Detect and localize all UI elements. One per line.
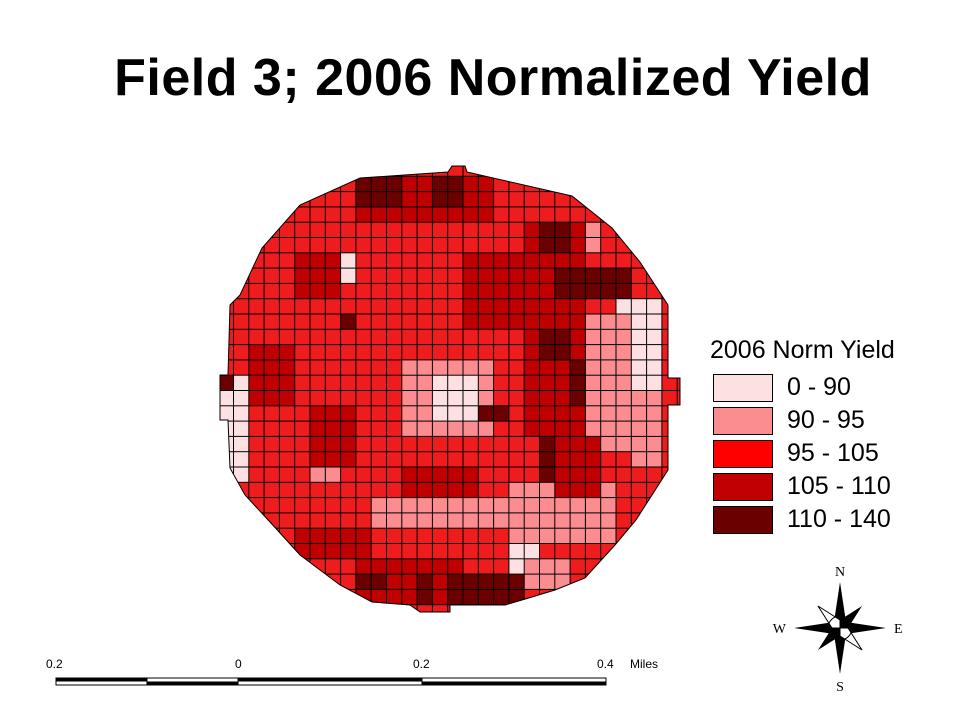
north-arrow-sw-point	[818, 628, 840, 650]
scale-bar	[55, 677, 607, 686]
field-grid	[220, 166, 680, 612]
legend-label: 90 - 95	[787, 406, 865, 434]
legend-swatch	[713, 407, 773, 435]
scale-bar-segment-1	[56, 678, 147, 682]
scale-label-right: 0.4	[597, 657, 614, 671]
east-label: E	[894, 622, 903, 637]
legend-label: 95 - 105	[787, 439, 879, 467]
legend-item: 105 - 110	[713, 473, 943, 501]
scale-label-left: 0.2	[46, 657, 63, 671]
scale-label-zero: 0	[235, 657, 242, 671]
field-base	[220, 166, 680, 612]
legend-label: 105 - 110	[787, 472, 891, 500]
north-arrow-ne-point	[840, 606, 862, 628]
legend-label: 0 - 90	[787, 373, 851, 401]
legend-item: 110 - 140	[713, 506, 943, 534]
scale-unit-label: Miles	[630, 657, 659, 671]
scale-bar-segment-4	[422, 681, 606, 685]
legend-title: 2006 Norm Yield	[710, 336, 895, 364]
legend: 2006 Norm Yield 0 - 90 90 - 95 95 - 105 …	[710, 336, 950, 534]
north-arrow-ring	[827, 615, 853, 641]
map-title: Field 3; 2006 Normalized Yield	[114, 49, 872, 107]
legend-swatch	[713, 374, 773, 402]
legend-item: 0 - 90	[713, 374, 943, 402]
legend-swatch	[713, 506, 773, 534]
legend-item: 90 - 95	[713, 407, 943, 435]
legend-item: 95 - 105	[713, 440, 943, 468]
west-label: W	[773, 622, 787, 637]
south-label: S	[836, 680, 844, 695]
legend-swatch	[713, 473, 773, 501]
scale-bar-segment-2	[147, 681, 238, 685]
legend-swatch	[713, 440, 773, 468]
scale-bar-segment-3	[238, 678, 422, 682]
north-arrow-icon: N S E W	[773, 565, 903, 695]
scale-label-mid: 0.2	[413, 657, 430, 671]
north-label: N	[835, 565, 845, 580]
legend-label: 110 - 140	[787, 505, 891, 533]
field-outline	[219, 165, 681, 613]
